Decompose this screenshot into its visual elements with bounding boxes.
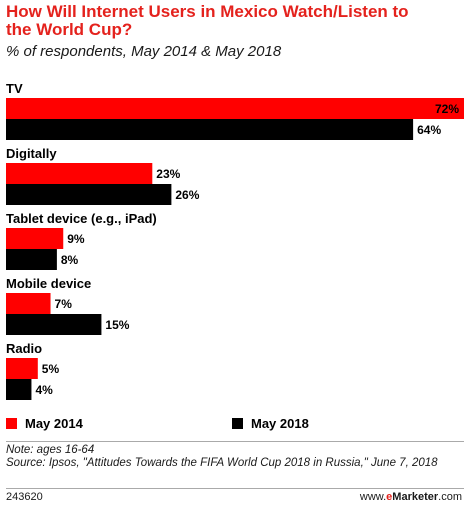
bar-digitally-may-2014 — [6, 163, 153, 184]
bar-digitally-may-2018 — [6, 184, 172, 205]
source-text: Source: Ipsos, "Attitudes Towards the FI… — [6, 457, 438, 469]
category-label-digitally: Digitally — [6, 146, 57, 161]
note-text: Note: ages 16-64 — [6, 444, 95, 456]
value-label-tablet-device-may-2018: 8% — [61, 253, 79, 267]
emarketer-logo: www.eMarketer.com — [359, 491, 462, 503]
category-label-tv: TV — [6, 81, 23, 96]
category-label-mobile-device: Mobile device — [6, 276, 91, 291]
legend-swatch-may-2018 — [232, 418, 243, 429]
legend-label-may-2014: May 2014 — [25, 416, 83, 431]
value-label-tablet-device-may-2014: 9% — [67, 232, 85, 246]
value-label-radio-may-2018: 4% — [35, 383, 53, 397]
bar-mobile-device-may-2018 — [6, 314, 102, 335]
value-label-digitally-may-2014: 23% — [156, 167, 180, 181]
bar-chart: TV 72% 64% Digitally 23% 26% Tablet device (e.… — [6, 81, 464, 400]
value-label-mobile-device-may-2018: 15% — [105, 318, 129, 332]
bar-tv-may-2014 — [6, 98, 464, 119]
bar-tv-may-2018 — [6, 119, 414, 140]
chart-subtitle: % of respondents, May 2014 & May 2018 — [6, 43, 282, 60]
value-label-radio-may-2014: 5% — [42, 362, 60, 376]
value-label-tv-may-2018: 64% — [417, 123, 441, 137]
category-label-tablet-device: Tablet device (e.g., iPad) — [6, 211, 157, 226]
chart-title: How Will Internet Users in Mexico Watch/… — [6, 2, 409, 39]
bar-radio-may-2014 — [6, 358, 38, 379]
legend-item-may-2018: May 2018 — [232, 416, 309, 431]
legend-label-may-2018: May 2018 — [251, 416, 309, 431]
divider-top — [6, 441, 464, 442]
value-label-digitally-may-2018: 26% — [175, 188, 199, 202]
value-label-tv-may-2014: 72% — [435, 102, 459, 116]
category-label-radio: Radio — [6, 341, 42, 356]
divider-bottom — [6, 488, 464, 489]
bar-tablet-device-may-2018 — [6, 249, 57, 270]
legend-swatch-may-2014 — [6, 418, 17, 429]
value-label-mobile-device-may-2014: 7% — [55, 297, 73, 311]
bar-radio-may-2018 — [6, 379, 32, 400]
notes: Note: ages 16-64 Source: Ipsos, "Attitud… — [6, 444, 464, 470]
chart-id: 243620 — [6, 491, 43, 503]
bar-mobile-device-may-2014 — [6, 293, 51, 314]
bar-tablet-device-may-2014 — [6, 228, 64, 249]
legend-item-may-2014: May 2014 — [6, 416, 83, 431]
